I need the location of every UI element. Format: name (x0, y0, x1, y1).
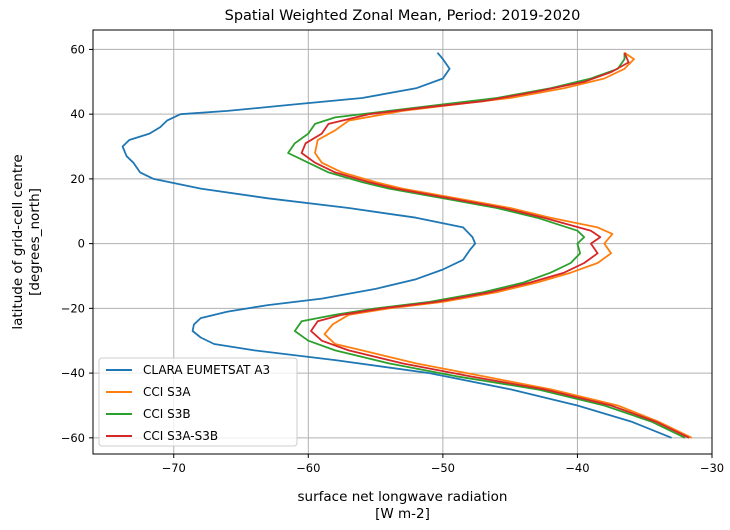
x-tick-label: −40 (565, 461, 589, 475)
y-tick-label: −60 (61, 431, 85, 445)
y-axis-title: latitude of grid-cell centre (10, 154, 26, 329)
y-tick-label: 60 (70, 42, 85, 56)
legend-box (98, 357, 298, 447)
chart-title: Spatial Weighted Zonal Mean, Period: 201… (225, 8, 581, 24)
x-tick-label: −50 (431, 461, 455, 475)
axis-ticks: −70 −60 −50 −40 −30 60 40 20 0 −20 −40 −60 (61, 42, 724, 475)
x-axis-unit: [W m-2] (375, 506, 430, 522)
y-tick-label: 0 (78, 237, 85, 251)
y-tick-label: 20 (70, 172, 85, 186)
x-tick-label: −30 (700, 461, 724, 475)
x-axis-title: surface net longwave radiation (298, 489, 508, 505)
y-tick-label: −40 (61, 366, 85, 380)
y-tick-label: 40 (70, 107, 85, 121)
plot-frame (92, 29, 713, 455)
x-tick-label: −60 (296, 461, 320, 475)
series-line-0 (121, 52, 672, 439)
y-tick-label: −20 (61, 301, 85, 315)
series-line-1 (314, 51, 693, 439)
legend-label: CCI S3B (143, 407, 191, 421)
legend-label: CCI S3A-S3B (143, 429, 218, 443)
legend-label: CLARA EUMETSAT A3 (143, 363, 270, 377)
legend-label: CCI S3A (143, 385, 191, 399)
legend: CLARA EUMETSAT A3 CCI S3A CCI S3B CCI S3A-S… (98, 357, 298, 447)
x-tick-label: −70 (162, 461, 186, 475)
series-line-3 (300, 52, 690, 439)
y-axis-unit: [degrees_north] (27, 188, 43, 296)
series-lines (121, 51, 693, 439)
